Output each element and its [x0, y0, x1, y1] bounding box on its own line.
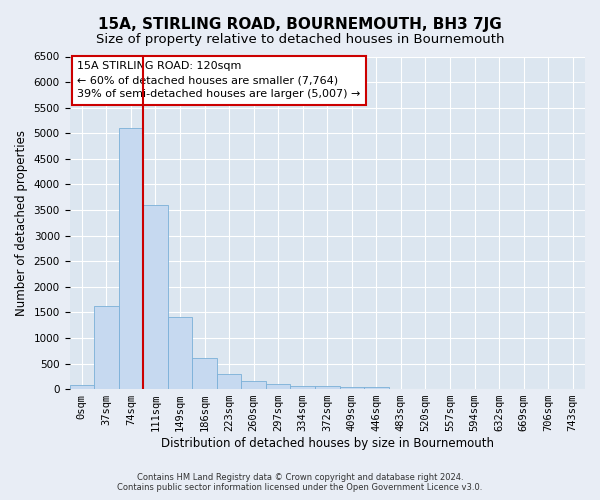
Y-axis label: Number of detached properties: Number of detached properties: [15, 130, 28, 316]
Bar: [340, 386, 364, 389]
Text: Contains HM Land Registry data © Crown copyright and database right 2024.
Contai: Contains HM Land Registry data © Crown c…: [118, 473, 482, 492]
Bar: [217, 374, 241, 389]
Text: 15A STIRLING ROAD: 120sqm
← 60% of detached houses are smaller (7,764)
39% of se: 15A STIRLING ROAD: 120sqm ← 60% of detac…: [77, 62, 361, 100]
Text: Size of property relative to detached houses in Bournemouth: Size of property relative to detached ho…: [96, 32, 504, 46]
Bar: [119, 128, 143, 389]
Bar: [266, 384, 290, 389]
Bar: [94, 306, 119, 389]
X-axis label: Distribution of detached houses by size in Bournemouth: Distribution of detached houses by size …: [161, 437, 494, 450]
Bar: [168, 318, 192, 389]
Bar: [290, 386, 315, 389]
Bar: [241, 382, 266, 389]
Bar: [143, 205, 168, 389]
Bar: [315, 386, 340, 389]
Bar: [70, 385, 94, 389]
Text: 15A, STIRLING ROAD, BOURNEMOUTH, BH3 7JG: 15A, STIRLING ROAD, BOURNEMOUTH, BH3 7JG: [98, 18, 502, 32]
Bar: [192, 358, 217, 389]
Bar: [364, 386, 389, 389]
